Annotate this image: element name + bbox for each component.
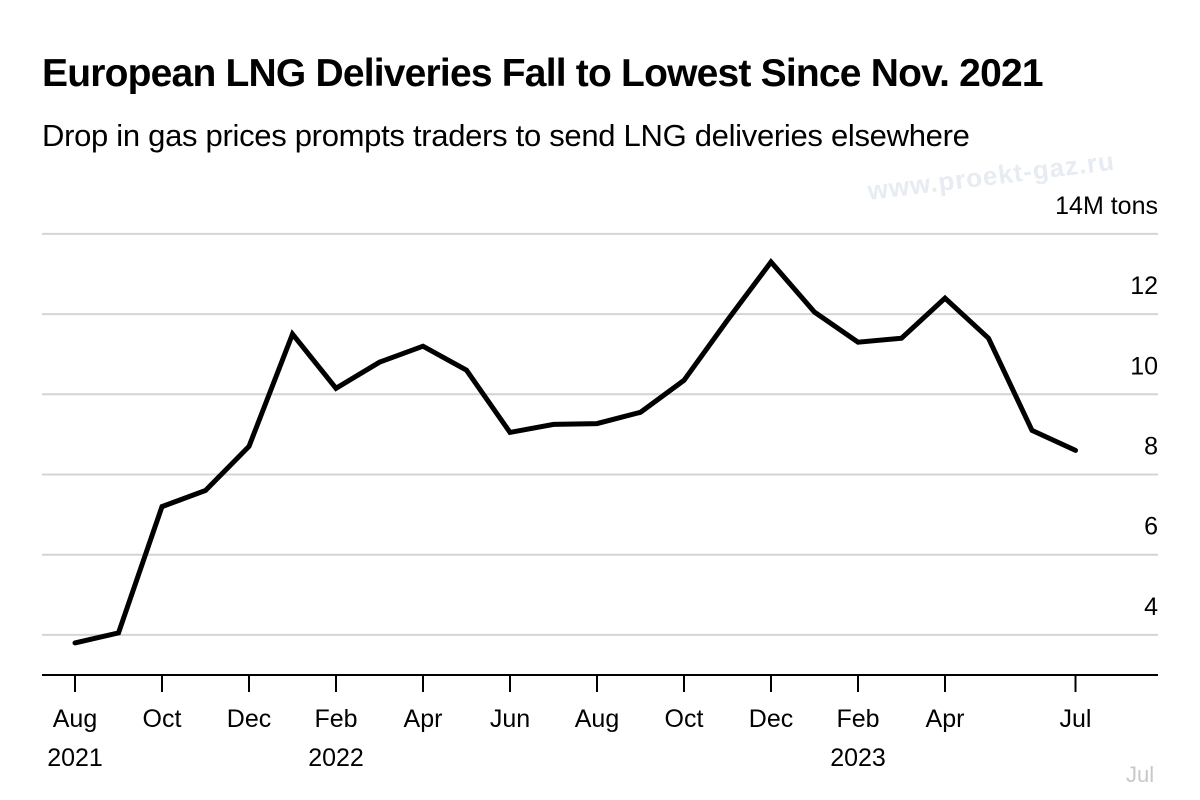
x-tick-label-14: Oct — [665, 705, 704, 733]
x-tick-label-6: Feb — [314, 705, 357, 733]
x-year-label-2023: 2023 — [830, 744, 886, 772]
x-tick-label-8: Apr — [404, 705, 443, 733]
y-tick-label-4: 4 — [1144, 593, 1158, 621]
x-tick-label-20: Apr — [926, 705, 965, 733]
series-layer — [72, 258, 1078, 646]
x-tick-label-2: Oct — [143, 705, 182, 733]
x-tick-label-0: Aug — [53, 705, 97, 733]
label-layer: 4 6 8 10 12 14M tons Aug 2021 Oct Dec Feb 2022 Apr Ju… — [47, 192, 1158, 772]
y-tick-label-8: 8 — [1144, 433, 1158, 461]
corner-mark: Jul — [1126, 762, 1155, 787]
chart-subtitle: Drop in gas prices prompts traders to se… — [42, 118, 970, 153]
y-tick-label-10: 10 — [1130, 352, 1158, 380]
x-year-label-2021: 2021 — [47, 744, 103, 772]
x-tick-label-18: Feb — [836, 705, 879, 733]
x-year-label-2022: 2022 — [308, 744, 364, 772]
x-tick-label-23: Jul — [1060, 705, 1092, 733]
series-line-0 — [72, 258, 1078, 646]
x-axis — [42, 674, 1158, 692]
x-tick-label-10: Jun — [490, 705, 530, 733]
x-tick-label-4: Dec — [227, 705, 271, 733]
grid-layer — [42, 232, 1158, 636]
x-tick-label-12: Aug — [575, 705, 619, 733]
x-tick-label-16: Dec — [749, 705, 793, 733]
y-tick-label-6: 6 — [1144, 513, 1158, 541]
y-tick-label-12: 12 — [1130, 272, 1158, 300]
unit-label: 14M tons — [1055, 192, 1158, 220]
chart-title: European LNG Deliveries Fall to Lowest S… — [42, 52, 1044, 95]
